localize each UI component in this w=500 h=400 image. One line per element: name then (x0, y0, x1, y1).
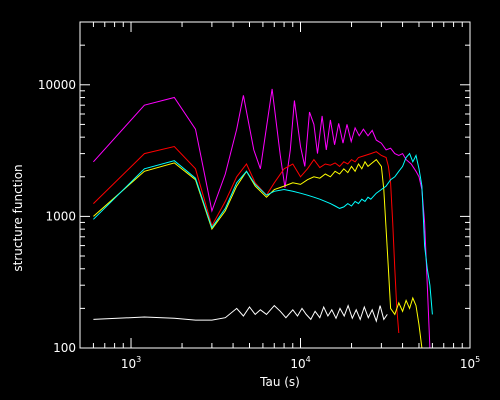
y-axis-label: structure function (11, 164, 25, 271)
plot-frame (79, 21, 471, 349)
series-line-5 (93, 304, 388, 323)
y-tick-label: 100 (53, 341, 76, 355)
x-axis-label: Tau (s) (259, 375, 300, 389)
series-layer (93, 88, 433, 348)
axes-layer: 103 104 105 100 1000 10000 (38, 21, 480, 371)
y-tick-label: 1000 (45, 209, 76, 223)
x-tick-label: 104 (290, 355, 310, 371)
x-tick-label: 103 (121, 355, 141, 371)
series-line-4 (93, 152, 433, 315)
x-tick-label: 105 (460, 355, 480, 371)
y-tick-label: 10000 (38, 78, 76, 92)
series-line-2 (93, 145, 400, 334)
series-line-1 (93, 88, 431, 348)
